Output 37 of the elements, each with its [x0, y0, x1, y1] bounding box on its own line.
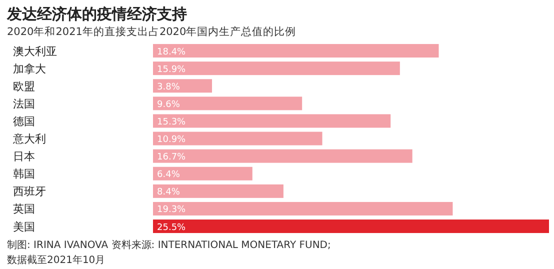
data-label: 18.4%: [157, 47, 186, 58]
bar: [153, 44, 439, 58]
chart-subtitle: 2020年和2021年的直接支出占2020年国内生产总值的比例: [7, 25, 296, 38]
text: 制图: IRINA IVANOVA 资料来源: INTERNATIONAL MONETARY FUND;: [7, 239, 331, 251]
y-tick-label: 西班牙: [13, 185, 46, 198]
y-tick-label: 法国: [13, 97, 35, 110]
data-label: 9.6%: [157, 100, 180, 110]
text: 数据截至2021年10月: [7, 254, 106, 266]
y-tick-label: 英国: [13, 202, 35, 216]
data-label: 16.7%: [157, 152, 186, 163]
y-tick-label: 意大利: [12, 132, 46, 146]
bar: [153, 62, 400, 76]
bar: [153, 149, 412, 163]
y-tick-label: 欧盟: [13, 80, 35, 93]
y-tick-label: 美国: [13, 220, 35, 234]
bar: [153, 132, 322, 146]
y-tick-label: 韩国: [13, 168, 35, 181]
bar: [153, 79, 212, 93]
data-label: 19.3%: [157, 205, 186, 216]
data-label: 3.8%: [157, 82, 180, 92]
chart-title: 发达经济体的疫情经济支持: [6, 5, 187, 23]
y-tick-label: 澳大利亚: [13, 44, 57, 58]
y-tick-label: 日本: [13, 150, 35, 164]
data-label: 6.4%: [157, 170, 180, 180]
data-label: 15.3%: [157, 117, 186, 128]
bar: [153, 166, 252, 180]
bar: [153, 202, 453, 216]
data-label: 10.9%: [157, 135, 186, 146]
bar: [153, 220, 549, 234]
bar: [153, 96, 302, 110]
bar: [153, 184, 284, 198]
data-label: 25.5%: [157, 222, 186, 233]
y-tick-label: 德国: [13, 114, 35, 128]
y-tick-label: 加拿大: [13, 62, 46, 76]
bar: [153, 114, 391, 128]
data-label: 15.9%: [157, 64, 186, 75]
data-label: 8.4%: [157, 188, 180, 198]
